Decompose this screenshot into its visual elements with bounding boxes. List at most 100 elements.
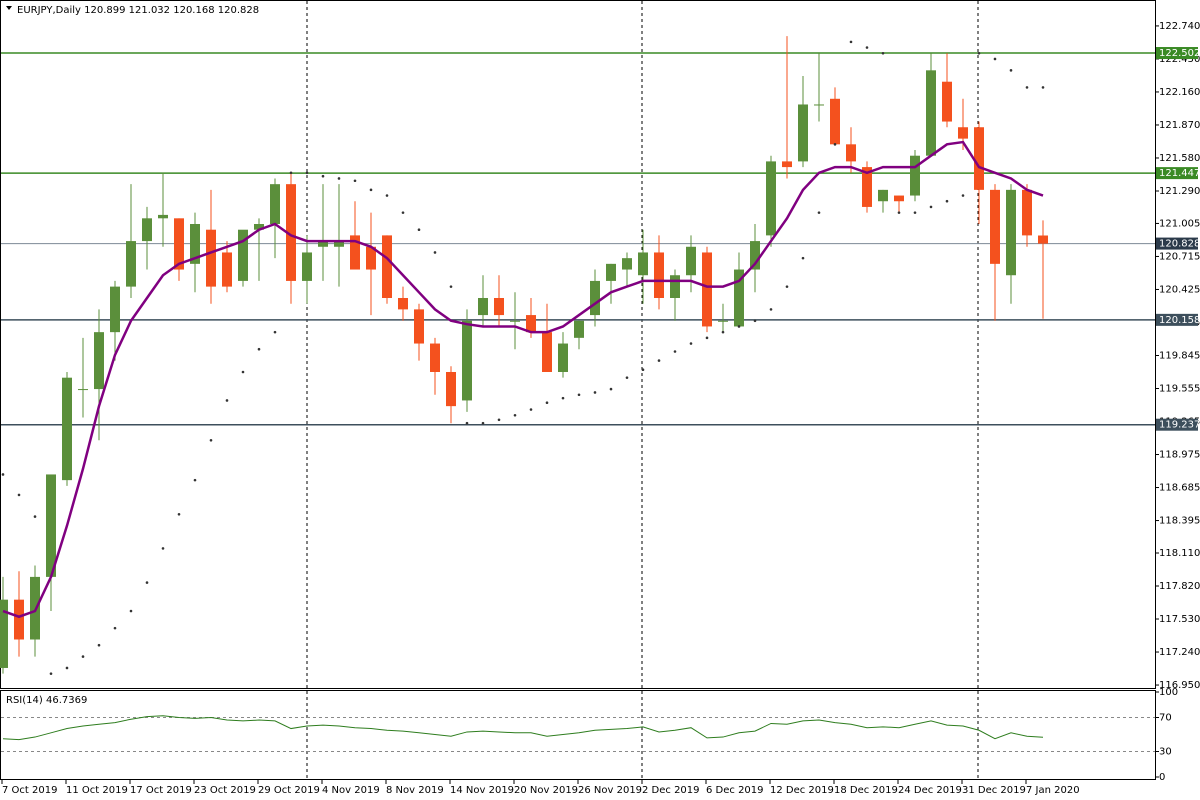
sar-dot xyxy=(897,211,901,214)
current-price-label: 120.828 xyxy=(1159,239,1200,250)
rsi-tick-label: 0 xyxy=(1159,772,1165,783)
candle-body xyxy=(414,309,424,344)
candle-body xyxy=(110,286,120,333)
candle-body xyxy=(670,275,680,298)
x-tick-label: 26 Nov 2019 xyxy=(578,785,642,796)
sar-dot xyxy=(1041,86,1045,89)
candle-body xyxy=(46,474,56,577)
sar-dot xyxy=(849,40,853,44)
sar-dot xyxy=(753,319,757,323)
sar-dot xyxy=(817,211,821,214)
high-value: 121.032 xyxy=(129,5,170,16)
candle-body xyxy=(766,161,776,236)
candle-body xyxy=(782,161,792,168)
candle-body xyxy=(542,332,552,372)
sar-dot xyxy=(961,194,965,197)
candle-body xyxy=(158,214,168,219)
sar-dot xyxy=(305,171,309,175)
sar-dot xyxy=(737,325,741,328)
sar-dot xyxy=(353,179,357,183)
sar-dot xyxy=(433,251,437,254)
close-value: 120.828 xyxy=(218,5,259,16)
candle-body xyxy=(366,246,376,270)
sar-dot xyxy=(97,643,101,647)
y-tick-label: 117.530 xyxy=(1159,614,1200,625)
level-label: 120.158 xyxy=(1159,315,1200,326)
candle-body xyxy=(254,224,264,230)
sar-dot xyxy=(161,547,165,550)
candle-body xyxy=(94,332,104,390)
candle-body xyxy=(990,189,1000,264)
candle-body xyxy=(718,320,728,322)
rsi-header: RSI(14) 46.7369 xyxy=(6,695,87,706)
candle-body xyxy=(526,315,536,333)
sar-dot xyxy=(49,672,53,675)
plot: 122.740 122.450 122.160 121.870 121.580 121.2… xyxy=(0,21,1200,796)
candle-body xyxy=(382,235,392,298)
sar-dot xyxy=(529,408,533,411)
sar-dot xyxy=(1025,86,1029,89)
sar-dot xyxy=(513,413,517,417)
sar-dot xyxy=(641,368,645,372)
candle-body xyxy=(798,104,808,162)
open-value: 120.899 xyxy=(84,5,125,16)
sar-dot xyxy=(1009,69,1013,72)
sar-dot xyxy=(545,401,549,405)
price-frame xyxy=(0,0,1156,689)
candle-body xyxy=(270,184,280,225)
sar-dot xyxy=(913,211,917,214)
sar-dot xyxy=(225,399,229,402)
sar-dot xyxy=(481,421,485,425)
candle-body xyxy=(430,343,440,372)
collapse-icon[interactable] xyxy=(6,6,12,10)
candle-body xyxy=(142,218,152,242)
sar-dot xyxy=(273,330,277,334)
sar-dot xyxy=(289,171,293,175)
level-label-box xyxy=(1156,313,1198,326)
sar-dot xyxy=(465,421,469,425)
candle-body xyxy=(350,235,360,270)
sar-dot xyxy=(673,350,677,353)
candle-body xyxy=(606,263,616,281)
sar-dot xyxy=(145,581,149,584)
candle-body xyxy=(494,297,504,316)
rsi-value: 46.7369 xyxy=(46,695,87,706)
candle-body xyxy=(462,320,472,401)
rsi-tick-label: 100 xyxy=(1159,687,1178,698)
chart-header: EURJPY,Daily 120.899 121.032 120.168 120… xyxy=(17,5,259,16)
sar-dot xyxy=(881,51,885,55)
level-label-box xyxy=(1156,167,1198,180)
candle-body xyxy=(830,98,840,145)
sar-dot xyxy=(561,396,565,400)
candle-body xyxy=(14,599,24,640)
sar-dot xyxy=(209,438,213,442)
candle-body xyxy=(574,320,584,338)
x-tick-label: 12 Dec 2019 xyxy=(770,785,834,796)
candle-body xyxy=(942,81,952,122)
sar-dot xyxy=(401,211,405,214)
sar-dot xyxy=(177,512,181,516)
sar-dot xyxy=(33,515,37,518)
sar-dot xyxy=(497,418,501,422)
candle-body xyxy=(750,241,760,270)
sar-dot xyxy=(785,285,789,288)
y-tick-label: 118.110 xyxy=(1159,548,1200,559)
sar-dot xyxy=(577,393,581,397)
candle-body xyxy=(206,229,216,287)
sar-dot xyxy=(801,256,805,260)
y-tick-label: 119.845 xyxy=(1159,350,1200,361)
x-tick-label: 2 Dec 2019 xyxy=(642,785,700,796)
rsi-line xyxy=(2,715,1044,741)
y-tick-label: 119.555 xyxy=(1159,383,1200,394)
x-tick-label: 14 Nov 2019 xyxy=(450,785,514,796)
x-tick-label: 7 Oct 2019 xyxy=(2,785,57,796)
sar-dot xyxy=(721,330,725,334)
sar-dot xyxy=(241,370,245,374)
rsi-frame xyxy=(0,690,1156,780)
sar-dot xyxy=(193,478,197,482)
candle-body xyxy=(318,241,328,247)
x-tick-label: 7 Jan 2020 xyxy=(1026,785,1080,796)
sar-dot xyxy=(993,57,997,61)
